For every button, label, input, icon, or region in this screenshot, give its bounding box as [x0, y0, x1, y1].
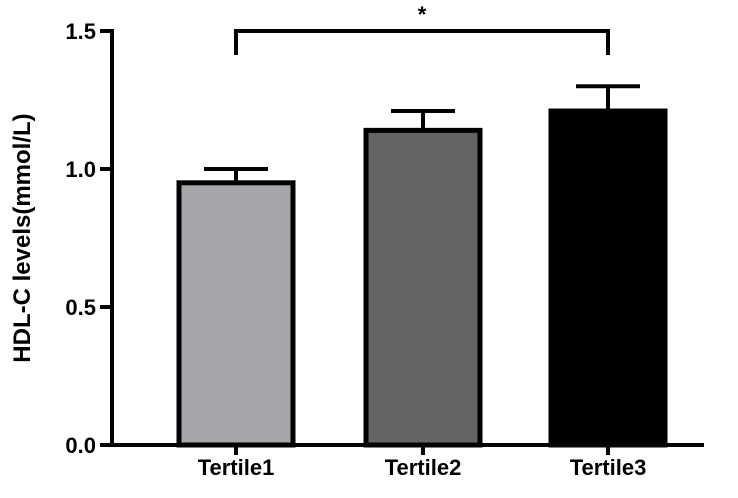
bar-tertile3: [548, 108, 668, 448]
y-tick-label: 1.0: [65, 157, 96, 182]
y-axis: 0.0 0.5 1.0 1.5: [65, 19, 114, 458]
bar-tertile2: [363, 127, 483, 448]
x-tick-label: Tertile3: [570, 455, 647, 480]
significance-bracket: *: [234, 2, 610, 55]
x-tick-label: Tertile1: [198, 455, 275, 480]
y-tick-label: 0.5: [65, 295, 96, 320]
significance-bracket-line: [234, 29, 610, 55]
error-bars-layer: [204, 84, 640, 183]
bar-tertile1: [176, 180, 296, 448]
significance-label: *: [418, 2, 427, 27]
x-axis: Tertile1 Tertile2 Tertile3: [110, 443, 704, 480]
bars-layer: [176, 108, 668, 448]
y-tick-label: 0.0: [65, 433, 96, 458]
y-tick-label: 1.5: [65, 19, 96, 44]
x-tick-label: Tertile2: [385, 455, 462, 480]
y-axis-title: HDL-C levels(mmol/L): [9, 113, 36, 362]
